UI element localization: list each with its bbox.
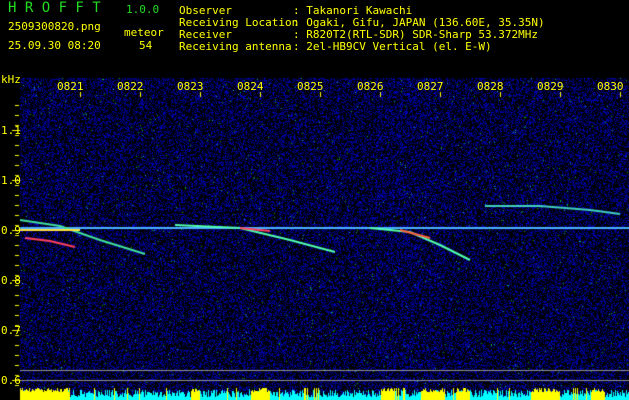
y-tick-label: 0.6 — [1, 374, 21, 387]
x-tick-label: 0827 — [417, 80, 444, 93]
y-tick-label: 0.9 — [1, 224, 21, 237]
y-unit-label: kHz — [1, 73, 21, 86]
meteor-count: 54 — [139, 39, 153, 52]
info-value-observer: : Takanori Kawachi — [293, 4, 413, 17]
info-key-location: Receiving Location — [179, 16, 299, 29]
y-tick-label: 1.0 — [1, 174, 21, 187]
x-tick-label: 0824 — [237, 80, 264, 93]
x-tick-label: 0822 — [117, 80, 144, 93]
x-tick-label: 0828 — [477, 80, 504, 93]
file-datetime: 25.09.30 08:20 — [8, 39, 101, 52]
x-tick-label: 0823 — [177, 80, 204, 93]
x-tick-label: 0821 — [57, 80, 84, 93]
info-key-antenna: Receiving antenna — [179, 40, 292, 53]
x-tick-label: 0830 — [597, 80, 624, 93]
x-tick-label: 0829 — [537, 80, 564, 93]
x-tick-label: 0826 — [357, 80, 384, 93]
info-value-antenna: : 2el-HB9CV Vertical (el. E-W) — [293, 40, 492, 53]
y-tick-label: 0.7 — [1, 324, 21, 337]
x-tick-label: 0825 — [297, 80, 324, 93]
info-value-receiver: : R820T2(RTL-SDR) SDR-Sharp 53.372MHz — [293, 28, 539, 41]
meteor-label: meteor — [124, 26, 164, 39]
y-tick-label: 1.1 — [1, 124, 21, 137]
info-value-location: : Ogaki, Gifu, JAPAN (136.60E, 35.35N) — [293, 16, 545, 29]
app-version: 1.0.0 — [126, 3, 160, 16]
info-key-observer: Observer — [179, 4, 232, 17]
y-tick-label: 0.8 — [1, 274, 21, 287]
file-name: 2509300820.png — [8, 20, 101, 33]
app-title: H R O F F T — [8, 0, 101, 16]
info-key-receiver: Receiver — [179, 28, 232, 41]
